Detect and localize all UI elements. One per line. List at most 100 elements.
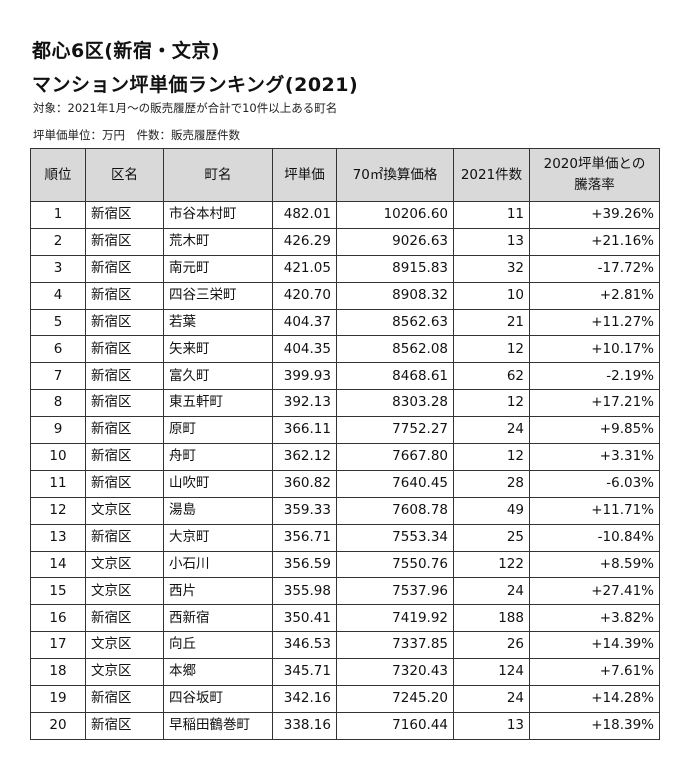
cell-tsubo-price: 399.93	[272, 362, 337, 391]
cell-change: +7.61%	[529, 658, 660, 687]
cell-price-70: 7320.43	[336, 658, 454, 687]
header-town: 町名	[163, 148, 273, 202]
table-row: 10 新宿区 舟町 362.12 7667.80 12 +3.31%	[30, 443, 660, 471]
table-row: 15 文京区 西片 355.98 7537.96 24 +27.41%	[30, 577, 660, 606]
cell-change: -6.03%	[529, 469, 660, 498]
cell-count-2021: 24	[453, 577, 530, 606]
cell-count-2021: 32	[453, 254, 530, 283]
cell-count-2021: 13	[453, 227, 530, 256]
cell-ward: 新宿区	[85, 281, 164, 310]
cell-rank: 1	[30, 201, 86, 229]
table-row: 14 文京区 小石川 356.59 7550.76 122 +8.59%	[30, 550, 660, 579]
cell-tsubo-price: 362.12	[272, 443, 337, 471]
table-row: 11 新宿区 山吹町 360.82 7640.45 28 -6.03%	[30, 469, 660, 498]
cell-ward: 新宿区	[85, 523, 164, 552]
cell-count-2021: 62	[453, 362, 530, 391]
table-row: 20 新宿区 早稲田鶴巻町 338.16 7160.44 13 +18.39%	[30, 711, 660, 740]
cell-price-70: 8468.61	[336, 362, 454, 391]
cell-tsubo-price: 360.82	[272, 469, 337, 498]
cell-price-70: 9026.63	[336, 227, 454, 256]
cell-town: 若葉	[163, 308, 273, 337]
cell-change: +9.85%	[529, 416, 660, 445]
cell-ward: 文京区	[85, 658, 164, 687]
cell-town: 四谷三栄町	[163, 281, 273, 310]
cell-rank: 18	[30, 658, 86, 687]
table-row: 3 新宿区 南元町 421.05 8915.83 32 -17.72%	[30, 254, 660, 283]
cell-rank: 16	[30, 604, 86, 633]
header-change-line1: 2020坪単価との	[543, 156, 646, 173]
cell-rank: 17	[30, 631, 86, 660]
cell-tsubo-price: 482.01	[272, 201, 337, 229]
cell-town: 山吹町	[163, 469, 273, 498]
table-header-row: 順位 区名 町名 坪単価 70㎡換算価格 2021件数 2020坪単価との 騰落率	[30, 148, 660, 202]
cell-town: 小石川	[163, 550, 273, 579]
cell-rank: 20	[30, 711, 86, 740]
cell-price-70: 7537.96	[336, 577, 454, 606]
cell-tsubo-price: 338.16	[272, 711, 337, 740]
cell-ward: 文京区	[85, 577, 164, 606]
header-tsubo-price: 坪単価	[272, 148, 337, 202]
cell-change: -10.84%	[529, 523, 660, 552]
cell-tsubo-price: 420.70	[272, 281, 337, 310]
cell-price-70: 7245.20	[336, 685, 454, 713]
cell-rank: 7	[30, 362, 86, 391]
cell-ward: 新宿区	[85, 443, 164, 471]
cell-rank: 15	[30, 577, 86, 606]
target-note: 対象：2021年1月～の販売履歴が合計で10件以上ある町名	[33, 101, 338, 115]
header-price-70: 70㎡換算価格	[336, 148, 454, 202]
cell-ward: 新宿区	[85, 711, 164, 740]
cell-count-2021: 10	[453, 281, 530, 310]
cell-town: 本郷	[163, 658, 273, 687]
cell-town: 向丘	[163, 631, 273, 660]
cell-ward: 新宿区	[85, 469, 164, 498]
cell-change: +27.41%	[529, 577, 660, 606]
cell-ward: 新宿区	[85, 201, 164, 229]
cell-count-2021: 21	[453, 308, 530, 337]
cell-rank: 14	[30, 550, 86, 579]
cell-tsubo-price: 346.53	[272, 631, 337, 660]
cell-count-2021: 11	[453, 201, 530, 229]
table-row: 5 新宿区 若葉 404.37 8562.63 21 +11.27%	[30, 308, 660, 337]
cell-price-70: 7752.27	[336, 416, 454, 445]
cell-rank: 9	[30, 416, 86, 445]
cell-tsubo-price: 366.11	[272, 416, 337, 445]
cell-town: 早稲田鶴巻町	[163, 711, 273, 740]
table-row: 16 新宿区 西新宿 350.41 7419.92 188 +3.82%	[30, 604, 660, 633]
ranking-table: 順位 区名 町名 坪単価 70㎡換算価格 2021件数 2020坪単価との 騰落率…	[30, 148, 660, 740]
cell-price-70: 8908.32	[336, 281, 454, 310]
cell-rank: 3	[30, 254, 86, 283]
cell-tsubo-price: 356.59	[272, 550, 337, 579]
cell-town: 西新宿	[163, 604, 273, 633]
cell-price-70: 7160.44	[336, 711, 454, 740]
header-rank: 順位	[30, 148, 86, 202]
cell-rank: 19	[30, 685, 86, 713]
cell-price-70: 7419.92	[336, 604, 454, 633]
table-row: 2 新宿区 荒木町 426.29 9026.63 13 +21.16%	[30, 227, 660, 256]
cell-ward: 新宿区	[85, 389, 164, 418]
page-title: 都心6区(新宿・文京)	[32, 40, 221, 62]
cell-rank: 6	[30, 335, 86, 364]
cell-change: +2.81%	[529, 281, 660, 310]
cell-rank: 2	[30, 227, 86, 256]
cell-price-70: 7550.76	[336, 550, 454, 579]
cell-rank: 4	[30, 281, 86, 310]
cell-town: 舟町	[163, 443, 273, 471]
cell-change: +14.39%	[529, 631, 660, 660]
cell-change: +14.28%	[529, 685, 660, 713]
header-change: 2020坪単価との 騰落率	[529, 148, 660, 202]
table-row: 8 新宿区 東五軒町 392.13 8303.28 12 +17.21%	[30, 389, 660, 418]
cell-ward: 新宿区	[85, 227, 164, 256]
cell-count-2021: 26	[453, 631, 530, 660]
cell-ward: 文京区	[85, 631, 164, 660]
cell-price-70: 8915.83	[336, 254, 454, 283]
cell-count-2021: 13	[453, 711, 530, 740]
cell-tsubo-price: 404.37	[272, 308, 337, 337]
cell-tsubo-price: 350.41	[272, 604, 337, 633]
cell-ward: 文京区	[85, 550, 164, 579]
cell-count-2021: 12	[453, 335, 530, 364]
cell-price-70: 7337.85	[336, 631, 454, 660]
cell-tsubo-price: 426.29	[272, 227, 337, 256]
cell-town: 大京町	[163, 523, 273, 552]
cell-rank: 11	[30, 469, 86, 498]
header-count-2021: 2021件数	[453, 148, 530, 202]
